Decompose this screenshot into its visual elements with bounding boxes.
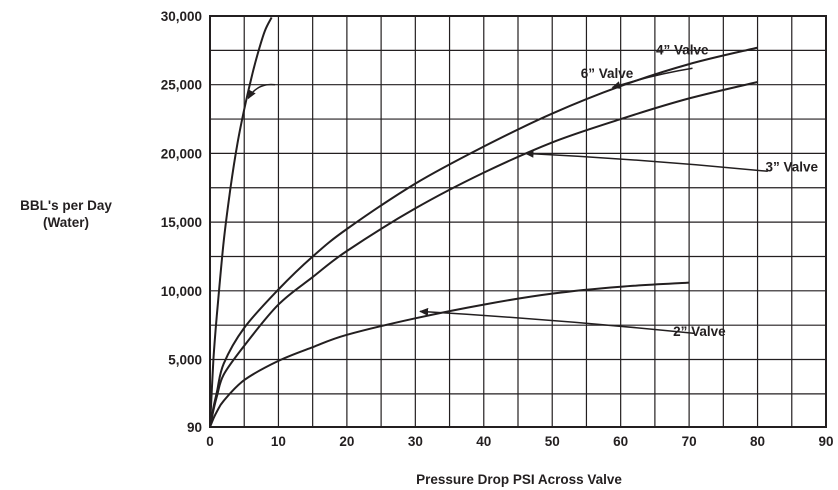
x-tick-label: 80 [750,434,765,449]
grid [210,16,826,427]
x-tick-label: 50 [545,434,560,449]
y-tick-label: 90 [187,420,202,435]
y-tick-label: 10,000 [161,284,202,299]
series-label-1: 4” Valve [656,42,709,57]
series-arrow-1 [611,67,693,89]
x-tick-label: 0 [206,434,214,449]
series-arrow-0 [247,83,276,100]
tick-labels: 0 10 20 30 40 50 60 70 80 90 90 5,000 10,000 15,000 20… [161,9,834,449]
series-label-2: 3” Valve [766,159,819,174]
series-label-0: 6” Valve [581,66,634,81]
y-tick-label: 20,000 [161,146,202,161]
y-axis-label-line-1: BBL's per Day [20,198,112,213]
x-tick-label: 40 [476,434,491,449]
x-tick-label: 70 [682,434,697,449]
y-tick-label: 25,000 [161,78,202,93]
series-arrow-2 [524,149,768,173]
y-tick-label: 5,000 [168,353,202,368]
series-arrow-3 [419,307,695,335]
series-line-3 [209,281,690,428]
y-tick-label: 30,000 [161,9,202,24]
x-tick-label: 10 [271,434,286,449]
x-tick-label: 90 [818,434,833,449]
x-axis-label: Pressure Drop PSI Across Valve [416,472,622,487]
x-tick-label: 30 [408,434,423,449]
y-axis-label-line-2: (Water) [43,215,89,230]
plot-frame [209,15,827,428]
x-tick-label: 60 [613,434,628,449]
y-tick-label: 15,000 [161,215,202,230]
x-tick-label: 20 [339,434,354,449]
series-line-2 [209,81,758,428]
series-label-3: 2” Valve [673,324,726,339]
series-labels: 6” Valve 4” Valve 3” Valve 2” Valve [247,42,819,339]
series-line-0 [209,16,273,428]
